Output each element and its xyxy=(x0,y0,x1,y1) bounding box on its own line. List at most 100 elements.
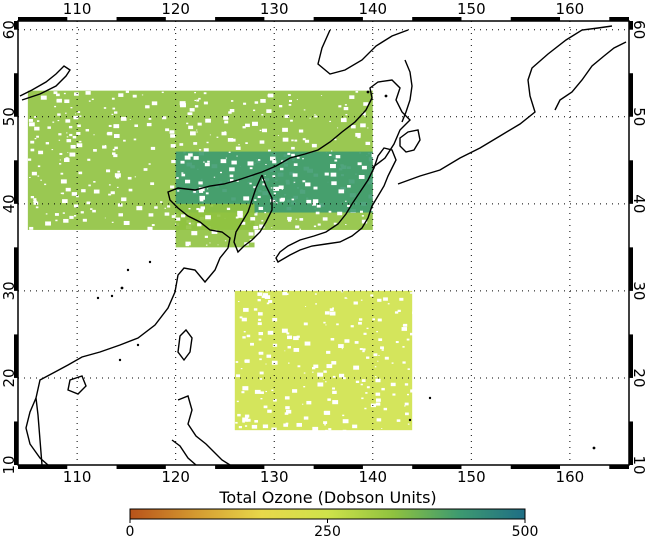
missing-data-gap xyxy=(286,332,290,335)
missing-data-gap xyxy=(203,101,208,105)
missing-data-gap xyxy=(33,200,37,203)
missing-data-gap xyxy=(77,124,81,127)
axis-labels: 110 110 120 120 130 130 140 140 150 150 160 160 10 10… xyxy=(0,0,648,486)
missing-data-gap xyxy=(329,120,332,123)
missing-data-gap xyxy=(52,121,55,123)
missing-data-gap xyxy=(179,143,184,146)
missing-data-gap xyxy=(104,217,106,219)
missing-data-gap xyxy=(383,297,388,301)
lon-tick-label-top: 150 xyxy=(457,0,486,18)
frame-bar-segment xyxy=(313,465,363,469)
missing-data-gap xyxy=(323,379,325,380)
missing-data-gap xyxy=(66,139,72,143)
missing-data-gap xyxy=(261,220,264,222)
missing-data-gap xyxy=(207,188,209,190)
missing-data-gap xyxy=(242,417,249,422)
missing-data-gap xyxy=(227,138,234,142)
missing-data-gap xyxy=(231,160,237,165)
missing-data-gap xyxy=(117,170,120,173)
missing-data-gap xyxy=(324,410,331,415)
missing-data-gap xyxy=(293,336,299,341)
missing-data-gap xyxy=(370,403,376,408)
lat-tick-label-right: 20 xyxy=(630,368,648,387)
missing-data-gap xyxy=(302,180,306,183)
missing-data-gap xyxy=(206,141,209,144)
missing-data-gap xyxy=(262,424,269,429)
missing-data-gap xyxy=(53,91,58,95)
missing-data-gap xyxy=(58,133,62,136)
frame-bar-segment xyxy=(14,334,18,378)
missing-data-gap xyxy=(381,387,385,391)
lon-tick-label-bottom: 110 xyxy=(63,468,92,486)
missing-data-gap xyxy=(220,159,227,164)
missing-data-gap xyxy=(188,207,191,210)
missing-data-gap xyxy=(323,370,327,373)
missing-data-gap xyxy=(298,129,304,133)
missing-data-gap xyxy=(63,92,66,95)
missing-data-gap xyxy=(33,198,37,201)
missing-data-gap xyxy=(114,146,118,150)
missing-data-gap xyxy=(198,208,204,213)
missing-data-gap xyxy=(352,424,358,429)
frame-bar-segment xyxy=(14,21,18,30)
missing-data-gap xyxy=(402,361,406,364)
philippines-coastline xyxy=(171,395,231,465)
missing-data-gap xyxy=(293,347,300,352)
missing-data-gap xyxy=(184,155,191,160)
missing-data-gap xyxy=(33,201,39,205)
missing-data-gap xyxy=(164,207,167,209)
missing-data-gap xyxy=(253,186,256,189)
missing-data-gap xyxy=(69,133,73,137)
missing-data-gap xyxy=(112,148,116,151)
missing-data-gap xyxy=(181,172,184,174)
missing-data-gap xyxy=(288,94,291,96)
missing-data-gap xyxy=(335,155,341,159)
missing-data-gap xyxy=(304,306,307,307)
missing-data-gap xyxy=(181,214,186,218)
lat-tick-label-left: 60 xyxy=(0,20,18,39)
missing-data-gap xyxy=(284,350,286,352)
missing-data-gap xyxy=(345,200,347,202)
frame-bar-segment xyxy=(215,17,265,21)
missing-data-gap xyxy=(410,389,415,393)
frame-bar-segment xyxy=(510,17,561,21)
missing-data-gap xyxy=(146,122,152,127)
frame-bar-segment xyxy=(215,465,265,469)
missing-data-gap xyxy=(165,128,170,132)
missing-data-gap xyxy=(235,216,239,219)
missing-data-gap xyxy=(296,99,298,101)
missing-data-gap xyxy=(171,215,176,218)
missing-data-gap xyxy=(295,225,300,229)
missing-data-gap xyxy=(282,127,288,132)
missing-data-gap xyxy=(199,195,206,200)
frame-bar-segment xyxy=(14,160,18,204)
missing-data-gap xyxy=(258,318,262,321)
missing-data-gap xyxy=(253,225,259,230)
missing-data-gap xyxy=(29,122,35,127)
missing-data-gap xyxy=(364,407,367,410)
missing-data-gap xyxy=(358,318,363,321)
missing-data-gap xyxy=(51,149,54,151)
missing-data-gap xyxy=(148,163,151,165)
missing-data-gap xyxy=(363,102,369,106)
missing-data-gap xyxy=(359,210,363,213)
missing-data-gap xyxy=(196,207,200,211)
missing-data-gap xyxy=(259,371,264,375)
missing-data-gap xyxy=(113,111,118,114)
missing-data-gap xyxy=(245,123,250,128)
missing-data-gap xyxy=(403,323,408,327)
missing-data-gap xyxy=(361,397,364,400)
missing-data-gap xyxy=(342,429,347,433)
missing-data-gap xyxy=(231,138,236,142)
hokkaido-coastline xyxy=(399,129,421,153)
missing-data-gap xyxy=(285,406,290,410)
missing-data-gap xyxy=(312,199,319,204)
missing-data-gap xyxy=(73,215,77,217)
missing-data-gap xyxy=(254,199,257,201)
missing-data-gap xyxy=(81,189,86,193)
missing-data-gap xyxy=(196,129,198,131)
missing-data-gap xyxy=(290,119,293,122)
frame-bar-segment xyxy=(609,465,629,469)
missing-data-gap xyxy=(127,176,132,180)
missing-data-gap xyxy=(328,154,332,156)
